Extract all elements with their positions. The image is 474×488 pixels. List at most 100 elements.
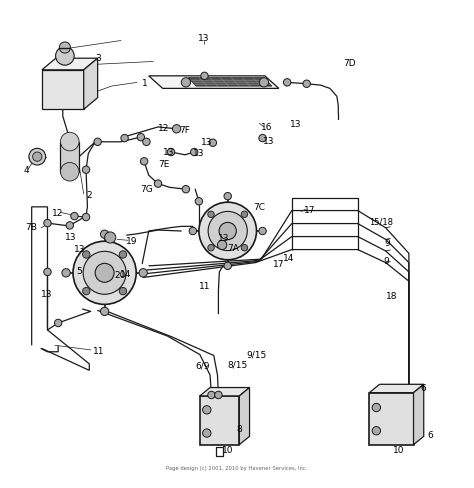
Circle shape [224, 262, 231, 269]
Text: 13: 13 [163, 147, 174, 157]
Polygon shape [200, 387, 249, 396]
Circle shape [44, 268, 51, 276]
Text: 12: 12 [158, 124, 169, 133]
Circle shape [94, 138, 101, 145]
Circle shape [71, 212, 78, 220]
Circle shape [201, 72, 208, 80]
Circle shape [62, 268, 70, 277]
Circle shape [33, 152, 42, 162]
Text: 10: 10 [222, 446, 234, 455]
Bar [369, 393, 413, 445]
Circle shape [82, 287, 90, 295]
Text: 7D: 7D [343, 59, 356, 68]
Text: 16: 16 [261, 123, 273, 132]
Text: 13: 13 [73, 245, 85, 254]
Circle shape [100, 307, 109, 316]
Circle shape [208, 211, 214, 218]
Text: 3: 3 [95, 54, 101, 62]
Circle shape [61, 163, 79, 181]
Circle shape [208, 391, 215, 399]
Text: 1: 1 [142, 79, 147, 88]
Text: 4: 4 [23, 166, 29, 175]
Circle shape [219, 223, 237, 240]
Text: 14: 14 [283, 254, 295, 264]
Circle shape [208, 244, 214, 251]
Circle shape [199, 202, 256, 260]
Text: 8/15: 8/15 [228, 360, 248, 369]
Text: 7E: 7E [158, 160, 169, 168]
Text: 11: 11 [199, 282, 210, 291]
Text: 14: 14 [120, 270, 131, 279]
Text: 6: 6 [428, 431, 433, 440]
Circle shape [73, 241, 136, 305]
Circle shape [372, 403, 381, 412]
Text: 17: 17 [273, 261, 285, 269]
Text: 7B: 7B [25, 223, 37, 232]
Text: 7A: 7A [227, 244, 238, 253]
Circle shape [140, 158, 148, 165]
Circle shape [191, 148, 198, 156]
Text: 13: 13 [65, 233, 77, 242]
Text: 13: 13 [201, 138, 212, 147]
Circle shape [189, 227, 197, 235]
Text: 11: 11 [93, 347, 104, 356]
Bar [42, 70, 84, 109]
Text: 10: 10 [393, 446, 404, 455]
Circle shape [55, 319, 62, 326]
Circle shape [182, 185, 190, 193]
Circle shape [59, 42, 71, 53]
Text: 9/15: 9/15 [246, 350, 266, 359]
Text: 7F: 7F [179, 126, 190, 135]
Text: 15/18: 15/18 [369, 217, 393, 226]
Polygon shape [42, 58, 98, 70]
Circle shape [55, 46, 74, 65]
Polygon shape [84, 58, 98, 109]
Polygon shape [369, 384, 424, 393]
Circle shape [29, 148, 46, 165]
Circle shape [139, 268, 147, 277]
Polygon shape [413, 384, 424, 445]
Text: 2: 2 [86, 191, 91, 200]
Text: 5: 5 [77, 267, 82, 276]
Circle shape [82, 166, 90, 173]
Circle shape [209, 139, 217, 146]
Circle shape [137, 133, 145, 141]
Circle shape [259, 227, 266, 235]
Text: 17: 17 [304, 206, 316, 215]
Circle shape [283, 79, 291, 86]
Bar [200, 396, 239, 445]
Circle shape [82, 251, 90, 258]
Bar [61, 142, 79, 172]
Circle shape [100, 230, 109, 239]
Text: Page design (c) 2001, 2010 by Havener Services, Inc.: Page design (c) 2001, 2010 by Havener Se… [166, 466, 308, 471]
Circle shape [259, 78, 269, 87]
Circle shape [61, 132, 79, 151]
Circle shape [119, 287, 127, 295]
Polygon shape [188, 78, 272, 86]
Circle shape [173, 124, 181, 133]
Text: 13: 13 [263, 137, 274, 146]
Polygon shape [239, 387, 249, 445]
Text: 9: 9 [383, 257, 389, 266]
Circle shape [95, 264, 114, 282]
Circle shape [143, 138, 150, 145]
Circle shape [66, 222, 73, 229]
Text: 13: 13 [291, 120, 302, 129]
Circle shape [202, 406, 211, 414]
Text: 18: 18 [386, 291, 397, 301]
Circle shape [119, 251, 127, 258]
Text: 8: 8 [236, 426, 242, 434]
Circle shape [241, 211, 247, 218]
Text: 6/9: 6/9 [195, 361, 210, 370]
Text: 20: 20 [114, 271, 125, 280]
Circle shape [105, 232, 116, 243]
Circle shape [82, 213, 90, 221]
Circle shape [83, 251, 126, 294]
Circle shape [215, 391, 222, 399]
Text: 13: 13 [218, 234, 229, 243]
Circle shape [303, 80, 310, 87]
Text: 19: 19 [126, 237, 137, 246]
Circle shape [44, 220, 51, 227]
Text: 13: 13 [193, 149, 204, 158]
Circle shape [241, 244, 247, 251]
